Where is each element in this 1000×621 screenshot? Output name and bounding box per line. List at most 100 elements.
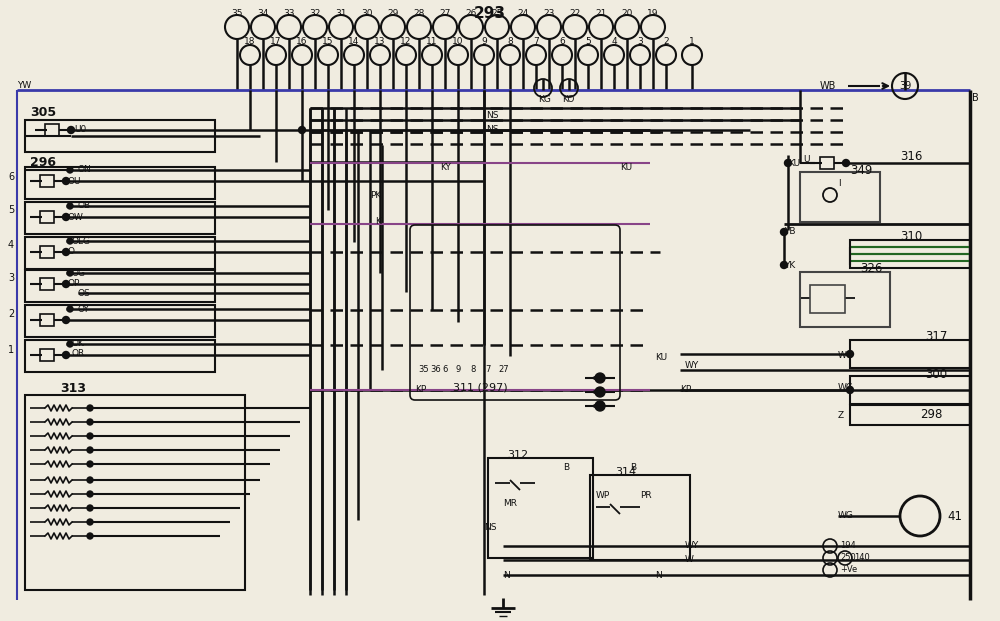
Bar — [40, 211, 54, 223]
Text: 11: 11 — [426, 37, 438, 47]
Text: NS: NS — [486, 125, 498, 135]
Text: KP: KP — [415, 386, 426, 394]
Text: 34: 34 — [257, 9, 269, 19]
Text: NS: NS — [486, 111, 498, 119]
Text: OU: OU — [68, 176, 82, 186]
Circle shape — [67, 341, 73, 347]
Text: 310: 310 — [900, 230, 922, 243]
Bar — [820, 157, 834, 169]
Text: 17: 17 — [270, 37, 282, 47]
Text: 32: 32 — [309, 9, 321, 19]
Circle shape — [87, 491, 93, 497]
Text: 7: 7 — [533, 37, 539, 47]
Bar — [40, 278, 54, 290]
Bar — [45, 124, 59, 136]
Text: 8: 8 — [470, 366, 475, 374]
Text: WG: WG — [838, 350, 854, 360]
Text: 23: 23 — [543, 9, 555, 19]
Circle shape — [87, 519, 93, 525]
Circle shape — [784, 160, 792, 166]
Text: 33: 33 — [283, 9, 295, 19]
Text: KP: KP — [680, 386, 691, 394]
Circle shape — [62, 351, 70, 358]
Bar — [850, 405, 970, 425]
Bar — [25, 340, 215, 372]
Bar — [25, 202, 215, 234]
Text: Z: Z — [838, 410, 844, 420]
Text: 9: 9 — [481, 37, 487, 47]
Text: 30: 30 — [361, 9, 373, 19]
Bar — [800, 172, 880, 222]
Text: 317: 317 — [925, 330, 947, 343]
Text: 35: 35 — [418, 366, 429, 374]
Text: WY: WY — [685, 542, 699, 550]
Text: N: N — [503, 571, 510, 579]
Bar — [25, 270, 215, 302]
Bar — [40, 314, 54, 326]
Text: PK: PK — [370, 191, 381, 199]
Text: WG: WG — [838, 512, 854, 520]
Text: YB: YB — [784, 227, 796, 237]
Text: 311 (297): 311 (297) — [453, 383, 507, 393]
Text: 6: 6 — [442, 366, 447, 374]
Text: 19: 19 — [647, 9, 659, 19]
Text: 4: 4 — [611, 37, 617, 47]
Circle shape — [62, 178, 70, 184]
Text: I: I — [838, 178, 841, 188]
Bar — [810, 285, 845, 313]
Text: OS: OS — [78, 289, 91, 297]
Text: 24: 24 — [517, 9, 529, 19]
Text: 293: 293 — [474, 6, 506, 20]
Text: 25: 25 — [491, 9, 503, 19]
Text: 349: 349 — [850, 163, 872, 176]
Text: 3: 3 — [8, 273, 14, 283]
Text: 27: 27 — [439, 9, 451, 19]
Bar — [800, 272, 890, 327]
Text: 296: 296 — [30, 155, 56, 168]
Bar — [850, 240, 970, 268]
Circle shape — [298, 127, 306, 134]
Text: 29: 29 — [387, 9, 399, 19]
Text: B: B — [972, 93, 979, 103]
Bar — [850, 376, 970, 404]
Text: 1: 1 — [8, 345, 14, 355]
Text: W: W — [685, 556, 694, 564]
Text: K: K — [375, 217, 381, 227]
Text: NS: NS — [484, 524, 496, 532]
Text: 8: 8 — [507, 37, 513, 47]
Text: WY: WY — [685, 361, 699, 371]
Circle shape — [67, 167, 73, 173]
Circle shape — [67, 270, 73, 276]
Bar — [25, 120, 215, 152]
Text: 10: 10 — [452, 37, 464, 47]
Text: KU: KU — [620, 163, 632, 173]
Text: 314: 314 — [615, 467, 636, 477]
Circle shape — [595, 401, 605, 411]
Text: 39: 39 — [899, 81, 911, 91]
Text: OB: OB — [78, 201, 91, 211]
Circle shape — [87, 419, 93, 425]
Text: 194: 194 — [840, 542, 856, 550]
Text: U: U — [803, 155, 810, 165]
Text: 2: 2 — [8, 309, 14, 319]
Text: OW: OW — [68, 212, 84, 222]
Text: 298: 298 — [920, 407, 942, 420]
Text: ON: ON — [78, 166, 92, 175]
Text: N: N — [655, 571, 662, 579]
Text: 41: 41 — [947, 509, 962, 522]
Circle shape — [780, 229, 788, 235]
Circle shape — [67, 203, 73, 209]
Text: OK: OK — [72, 340, 85, 348]
Text: 313: 313 — [60, 381, 86, 394]
Bar — [40, 349, 54, 361]
Text: B: B — [563, 463, 569, 473]
Bar — [25, 395, 245, 590]
Text: 31: 31 — [335, 9, 347, 19]
Text: 18: 18 — [244, 37, 256, 47]
Text: OG: OG — [72, 268, 86, 278]
Text: 300: 300 — [925, 368, 947, 381]
Text: O: O — [68, 248, 75, 256]
Text: 28: 28 — [413, 9, 425, 19]
Text: 36: 36 — [430, 366, 441, 374]
Text: 9: 9 — [456, 366, 461, 374]
